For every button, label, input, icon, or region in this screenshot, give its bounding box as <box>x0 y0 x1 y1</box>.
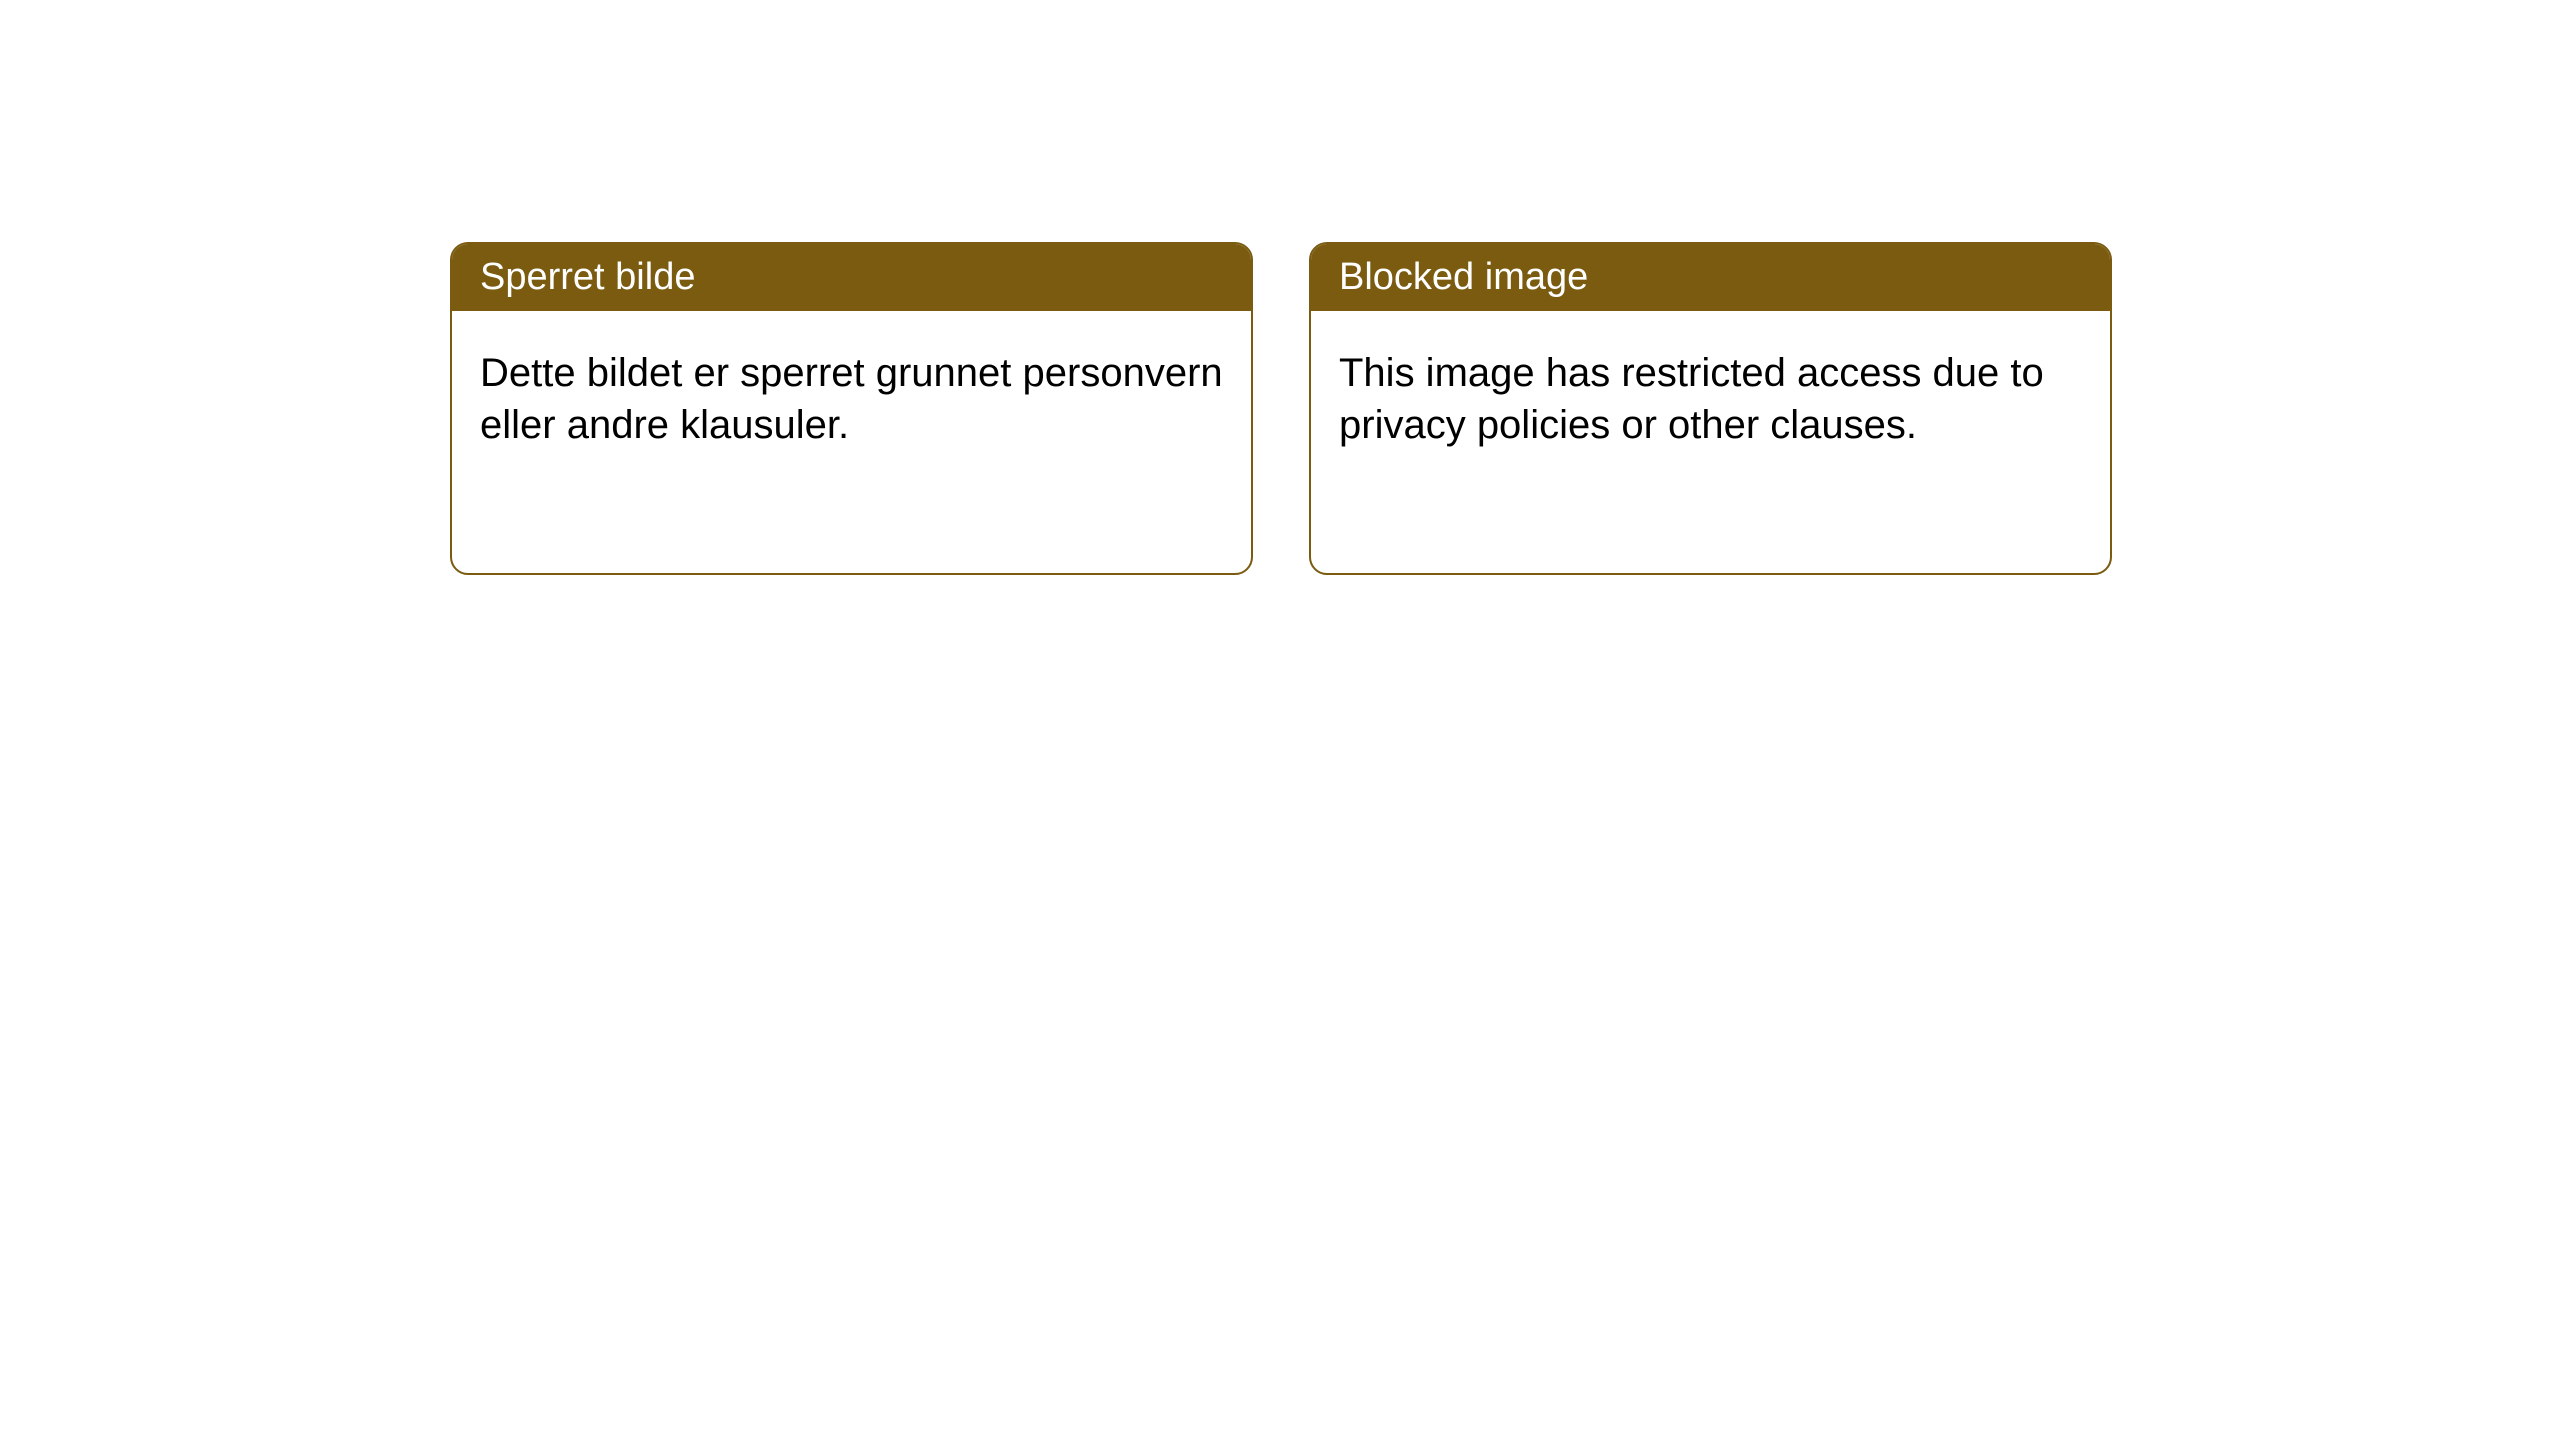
card-body: This image has restricted access due to … <box>1311 311 2110 487</box>
card-body-text: This image has restricted access due to … <box>1339 351 2044 447</box>
notice-card-norwegian: Sperret bilde Dette bildet er sperret gr… <box>450 242 1253 575</box>
card-title: Blocked image <box>1339 256 1588 298</box>
card-body-text: Dette bildet er sperret grunnet personve… <box>480 351 1223 447</box>
card-body: Dette bildet er sperret grunnet personve… <box>452 311 1251 487</box>
card-title: Sperret bilde <box>480 256 695 298</box>
card-header: Blocked image <box>1311 244 2110 311</box>
notice-cards-container: Sperret bilde Dette bildet er sperret gr… <box>0 0 2560 575</box>
notice-card-english: Blocked image This image has restricted … <box>1309 242 2112 575</box>
card-header: Sperret bilde <box>452 244 1251 311</box>
